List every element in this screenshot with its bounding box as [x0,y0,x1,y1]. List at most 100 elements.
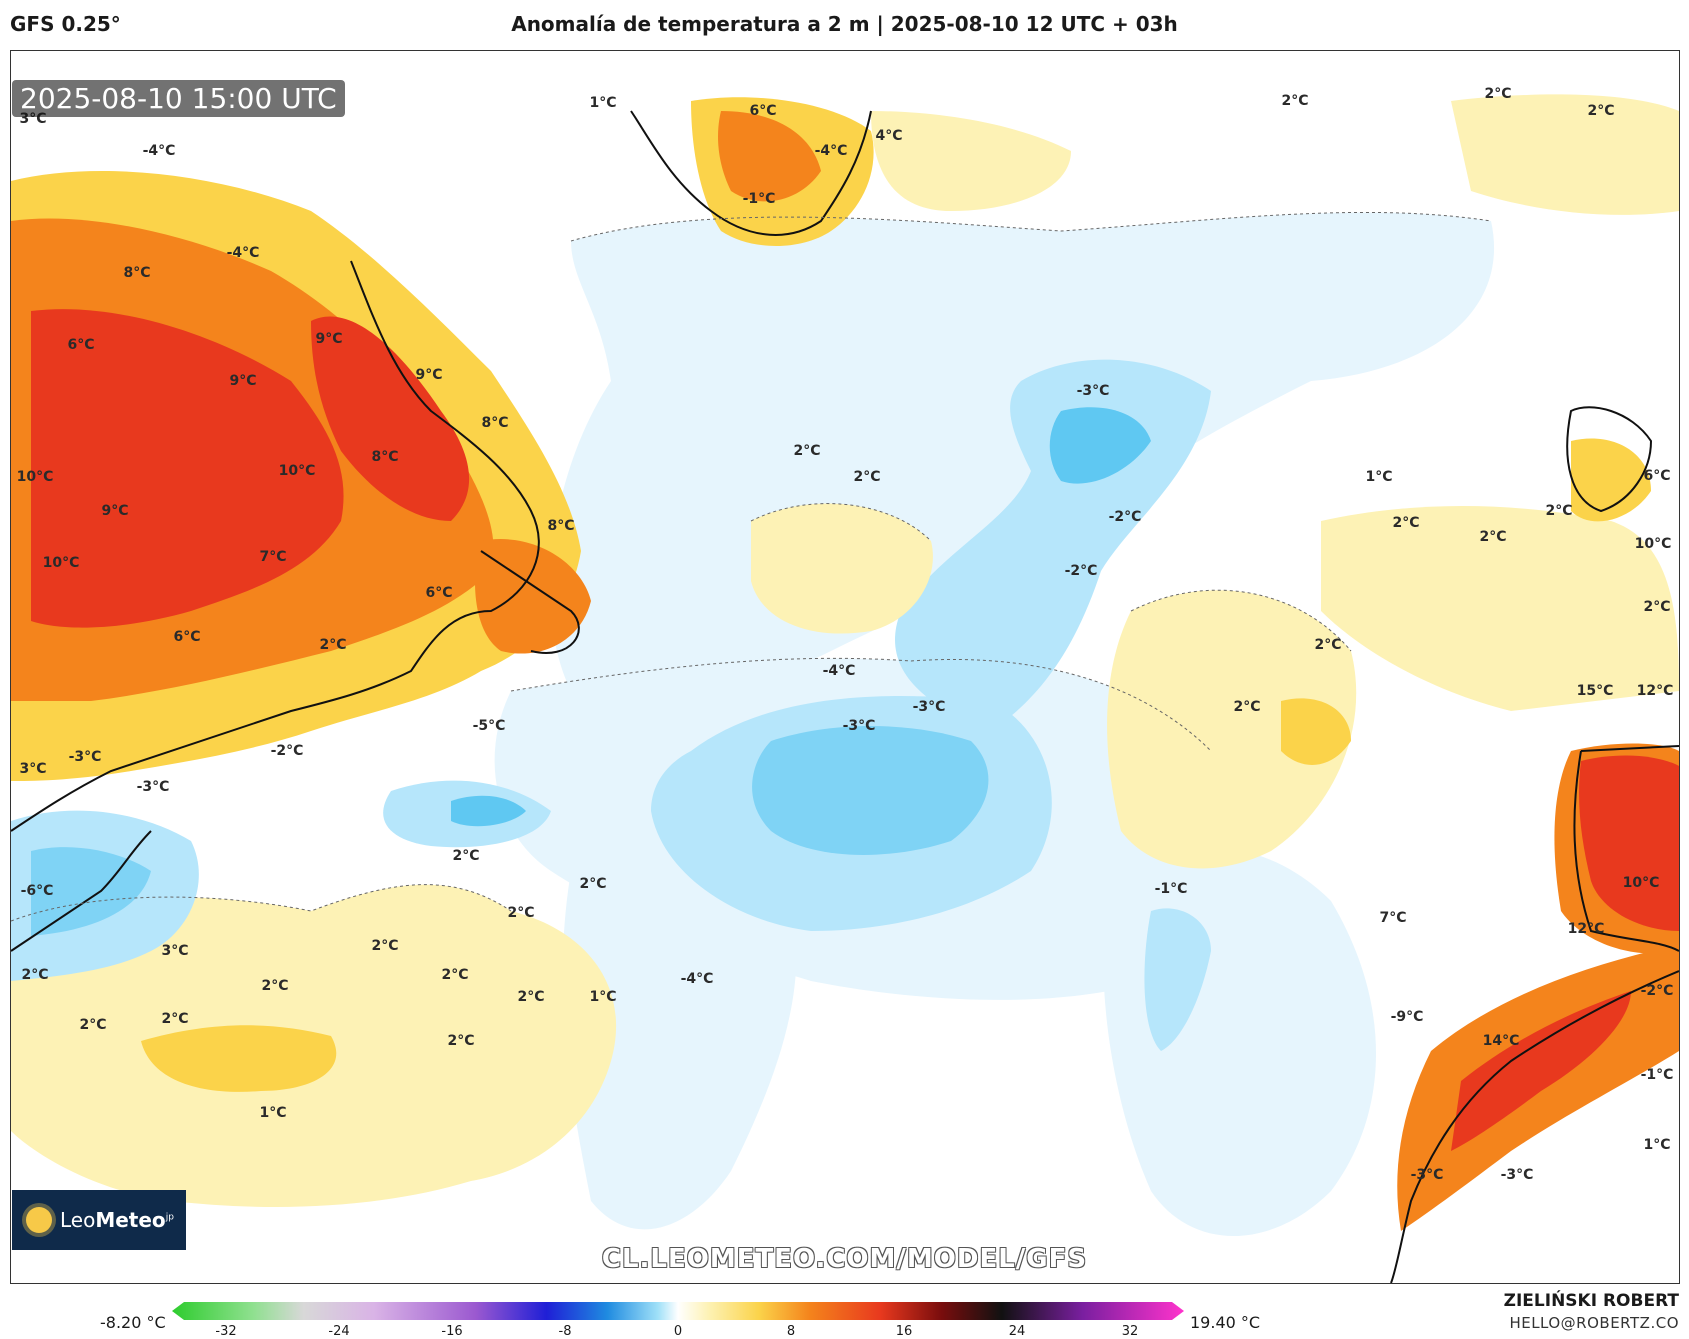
colorbar-min-label: -8.20 °C [100,1313,166,1332]
anomaly-label: -2°C [1108,509,1142,525]
anomaly-label: -3°C [912,699,946,715]
anomaly-label: 2°C [161,1011,189,1027]
anomaly-label: 1°C [589,95,617,111]
anomaly-label: -3°C [136,779,170,795]
anomaly-label: -1°C [1154,881,1188,897]
anomaly-label: -1°C [742,191,776,207]
anomaly-label: 2°C [21,967,49,983]
anomaly-label: 2°C [1479,529,1507,545]
model-name: GFS 0.25° [10,12,121,36]
anomaly-label: 4°C [875,128,903,144]
map-title: Anomalía de temperatura a 2 m | 2025-08-… [511,12,1178,36]
anomaly-label: -3°C [1500,1167,1534,1183]
anomaly-label: -5°C [472,718,506,734]
anomaly-label: 2°C [319,637,347,653]
valid-time-badge: 2025-08-10 15:00 UTC [12,80,345,117]
anomaly-label: -6°C [20,883,54,899]
anomaly-label: 2°C [261,978,289,994]
anomaly-label: 8°C [547,518,575,534]
anomaly-label: -4°C [226,245,260,261]
anomaly-label: 10°C [1622,875,1660,891]
colorbar-tick: 32 [1121,1324,1139,1339]
anomaly-label: 15°C [1576,683,1614,699]
anomaly-label: 12°C [1567,921,1605,937]
anomaly-label: 10°C [278,463,316,479]
anomaly-label: -3°C [68,749,102,765]
anomaly-label: 6°C [173,629,201,645]
anomaly-label: 2°C [793,443,821,459]
leometeo-logo[interactable]: LeoMeteojp [12,1190,186,1250]
anomaly-label: 6°C [749,103,777,119]
anomaly-label: -3°C [1410,1167,1444,1183]
anomaly-label: 9°C [229,373,257,389]
anomaly-label: 2°C [1587,103,1615,119]
anomaly-label: 1°C [1643,1137,1671,1153]
author-credit: ZIELIŃSKI ROBERT [1503,1291,1679,1311]
anomaly-label: 8°C [481,415,509,431]
colorbar-tick: -8 [558,1324,572,1339]
author-email[interactable]: HELLO@ROBERTZ.CO [1509,1314,1679,1332]
colorbar-tick: 16 [895,1324,913,1339]
colorbar-max-label: 19.40 °C [1190,1313,1261,1332]
anomaly-label: 1°C [589,989,617,1005]
anomaly-label: 9°C [315,331,343,347]
anomaly-label: 9°C [415,367,443,383]
anomaly-label: -2°C [1640,983,1674,999]
anomaly-label: -1°C [1640,1067,1674,1083]
anomaly-label: 7°C [1379,910,1407,926]
sun-icon [26,1207,52,1233]
anomaly-label: 2°C [1392,515,1420,531]
colorbar-tick: -24 [328,1324,350,1339]
anomaly-label: -3°C [1076,383,1110,399]
colorbar-tick: 0 [673,1324,683,1339]
anomaly-label: -4°C [822,663,856,679]
anomaly-label: 2°C [452,848,480,864]
colorbar [172,1300,1184,1326]
anomaly-label: 9°C [101,503,129,519]
anomaly-label: 8°C [123,265,151,281]
anomaly-label: -3°C [842,718,876,734]
anomaly-label: 2°C [517,989,545,1005]
anomaly-label: 2°C [1643,599,1671,615]
map-panel[interactable]: 1°C 6°C 4°C -4°C -1°C 2°C 2°C 2°C 3°C -4… [10,50,1680,1284]
logo-text: LeoMeteojp [60,1208,174,1232]
anomaly-label: 2°C [579,876,607,892]
anomaly-label: 7°C [259,549,287,565]
anomaly-label: 10°C [1634,536,1672,552]
anomaly-label: 1°C [1365,469,1393,485]
anomaly-label: 2°C [1545,503,1573,519]
anomaly-field [11,51,1679,1283]
anomaly-label: -4°C [680,971,714,987]
anomaly-label: 6°C [425,585,453,601]
anomaly-label: 10°C [16,469,54,485]
colorbar-tick: -16 [441,1324,463,1339]
anomaly-label: 2°C [507,905,535,921]
anomaly-label: 10°C [42,555,80,571]
anomaly-label: 2°C [371,938,399,954]
colorbar-tick: 8 [786,1324,796,1339]
anomaly-label: 3°C [161,943,189,959]
anomaly-label: -9°C [1390,1009,1424,1025]
anomaly-label: 3°C [19,761,47,777]
anomaly-label: 2°C [1484,86,1512,102]
anomaly-label: 12°C [1636,683,1674,699]
anomaly-label: -4°C [814,143,848,159]
anomaly-label: 14°C [1482,1033,1520,1049]
anomaly-label: -2°C [1064,563,1098,579]
anomaly-label: -2°C [270,743,304,759]
anomaly-label: 1°C [259,1105,287,1121]
colorbar-tick: -32 [215,1324,237,1339]
anomaly-label: 6°C [1643,468,1671,484]
anomaly-label: 2°C [1281,93,1309,109]
anomaly-label: 2°C [853,469,881,485]
anomaly-label: 2°C [447,1033,475,1049]
anomaly-label: 8°C [371,449,399,465]
anomaly-label: 2°C [1233,699,1261,715]
source-url-watermark: CL.LEOMETEO.COM/MODEL/GFS [601,1244,1088,1274]
colorbar-tick: 24 [1008,1324,1026,1339]
anomaly-label: 2°C [79,1017,107,1033]
anomaly-label: 2°C [441,967,469,983]
anomaly-label: -4°C [142,143,176,159]
anomaly-label: 6°C [67,337,95,353]
anomaly-label: 2°C [1314,637,1342,653]
